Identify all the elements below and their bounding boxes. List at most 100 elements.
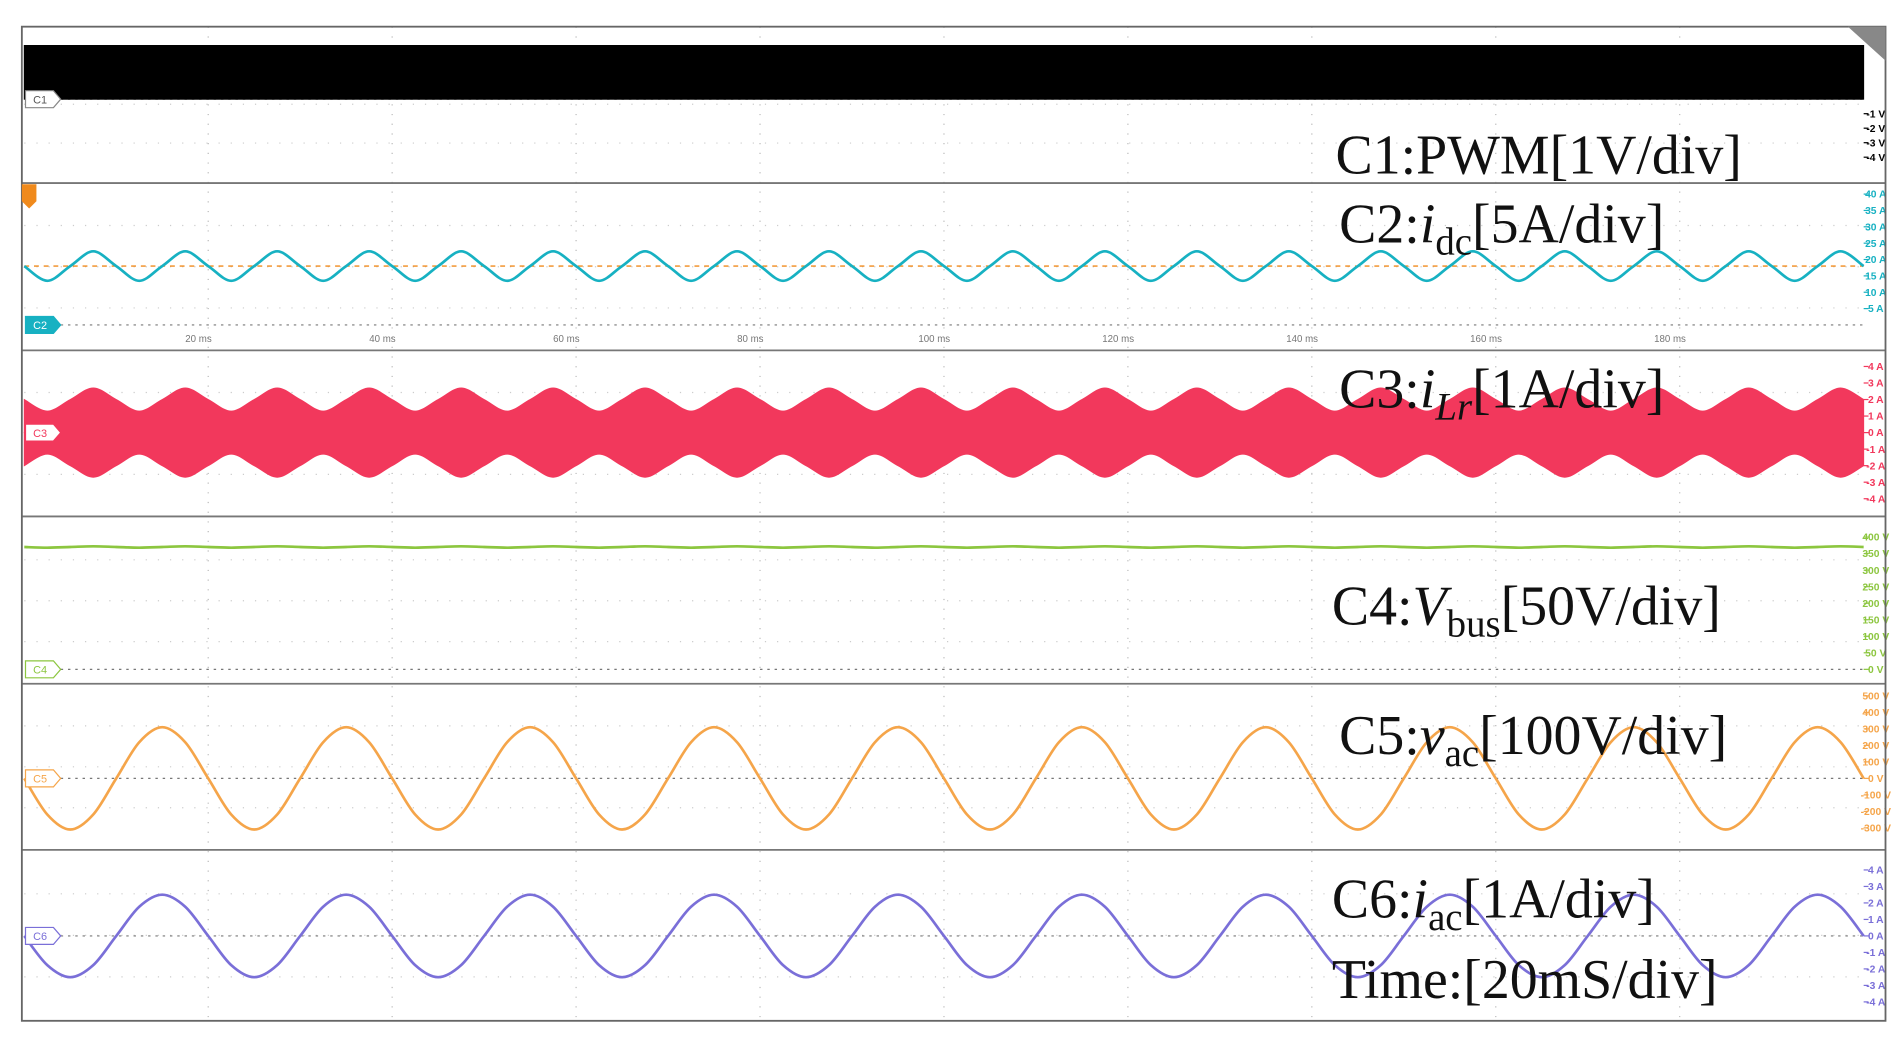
label-symbol: i [1420,194,1436,256]
y-tick-label: -4 A [1866,998,1886,1009]
channel-label: C4:Vbus[50V/div] [1332,575,1721,645]
trigger-icon [21,184,37,209]
y-tick-label: 2 A [1868,899,1884,910]
y-tick-label: 35 A [1865,206,1887,217]
time-scale-label: Time:[20mS/div] [1332,949,1718,1011]
y-tick-label: -3 V [1866,138,1885,149]
label-prefix: C2: [1339,194,1420,256]
corner-indicator [1847,26,1886,61]
channel-tag-label: C3 [33,428,47,440]
y-tick-label: 100 V [1862,632,1889,643]
label-subscript: ac [1445,732,1479,775]
channel-label: C5:vac[100V/div] [1339,705,1727,775]
channel-tag [24,90,62,109]
label-prefix: C3: [1339,358,1420,420]
label-symbol: v [1420,705,1445,767]
label-scale: [1A/div] [1472,358,1664,420]
y-tick-label: 400 V [1862,533,1889,544]
x-tick-label: 140 ms [1286,334,1318,345]
x-tick-label: 60 ms [553,334,580,345]
y-tick-label: 100 V [1862,758,1889,769]
label-prefix: C6: [1332,869,1413,931]
y-tick-label: 300 V [1862,566,1889,577]
x-tick-label: 180 ms [1654,334,1686,345]
channel-label: C6:iac[1A/div] [1332,869,1655,939]
channel-tag-label: C6 [33,931,47,943]
trace-layer [23,45,1865,979]
y-tick-label: -3 A [1866,981,1886,992]
y-tick-label: 150 V [1862,615,1889,626]
trace [23,893,1865,979]
y-tick-label: -4 A [1866,494,1886,505]
channel-tag [24,660,62,679]
y-tick-label: 10 A [1865,288,1887,299]
channel-tag [24,315,62,335]
channel-tag [24,926,62,946]
channel-label: C2:idc[5A/div] [1339,194,1664,264]
y-tick-label: 2 A [1868,395,1884,406]
label-symbol: i [1413,869,1429,931]
channel-tag [24,769,62,788]
x-tick-label: 20 ms [185,334,212,345]
y-tick-label: 200 V [1862,599,1889,610]
label-scale: [1A/div] [1463,869,1655,931]
x-tick-label: 80 ms [737,334,764,345]
y-tick-label: -200 V [1861,807,1891,818]
label-symbol: i [1420,358,1436,420]
label-symbol: V [1413,575,1453,637]
channel-label: C1:PWM[1V/div] [1336,124,1742,186]
screen-border [20,25,1887,1022]
channel-tag-label: C2 [33,320,47,332]
y-tick-label: 1 A [1868,412,1884,423]
y-tick-label: -1 A [1866,948,1886,959]
y-tick-label: 25 A [1865,239,1887,250]
y-tick-label: 40 A [1865,190,1887,201]
y-tick-label: 500 V [1862,692,1889,703]
y-tick-label: -2 A [1866,965,1886,976]
x-tick-label: 120 ms [1102,334,1134,345]
text-layer: 20 ms 40 ms 60 ms 80 ms 100 ms 120 ms 140 ms 16… [24,90,1891,1011]
trace [23,725,1865,831]
y-tick-label: 0 A [1868,932,1884,943]
x-tick-label: 100 ms [918,334,950,345]
envelope-lower [23,432,1865,478]
label-prefix: C4: [1332,575,1413,637]
y-tick-label: 250 V [1862,582,1889,593]
y-tick-label: 5 A [1868,304,1884,315]
y-tick-label: 3 A [1868,882,1884,893]
y-tick-label: -100 V [1861,791,1891,802]
channel-tag [24,423,62,442]
channel-tag-label: C4 [33,665,47,677]
y-tick-label: 350 V [1862,549,1889,560]
envelope-upper [23,387,1865,434]
y-tick-label: 50 V [1865,648,1886,659]
trace [23,250,1865,283]
y-tick-label: 0 V [1868,665,1884,676]
y-tick-label: 15 A [1865,272,1887,283]
y-tick-label: 20 A [1865,255,1887,266]
x-tick-label: 40 ms [369,334,396,345]
channel-tag-label: C5 [33,774,47,786]
y-tick-label: -3 A [1866,478,1886,489]
y-tick-label: -1 V [1866,109,1885,120]
label-scale: [50V/div] [1501,575,1721,637]
y-tick-label: -4 V [1866,153,1885,164]
y-tick-label: -2 A [1866,461,1886,472]
channel-label: C3:iLr[1A/div] [1339,358,1664,428]
label-subscript: ac [1428,896,1462,939]
y-tick-label: 0 V [1868,774,1884,785]
y-tick-label: 200 V [1862,741,1889,752]
y-tick-label: 300 V [1862,725,1889,736]
envelope-upper [23,45,1865,100]
y-tick-label: 0 A [1868,428,1884,439]
label-prefix: C5: [1339,705,1420,767]
y-tick-label: 3 A [1868,379,1884,390]
label-subscript: dc [1435,221,1472,264]
label-subscript: Lr [1434,386,1473,429]
y-tick-label: -300 V [1861,824,1891,835]
y-tick-label: 4 A [1868,866,1884,877]
y-tick-label: 1 A [1868,915,1884,926]
